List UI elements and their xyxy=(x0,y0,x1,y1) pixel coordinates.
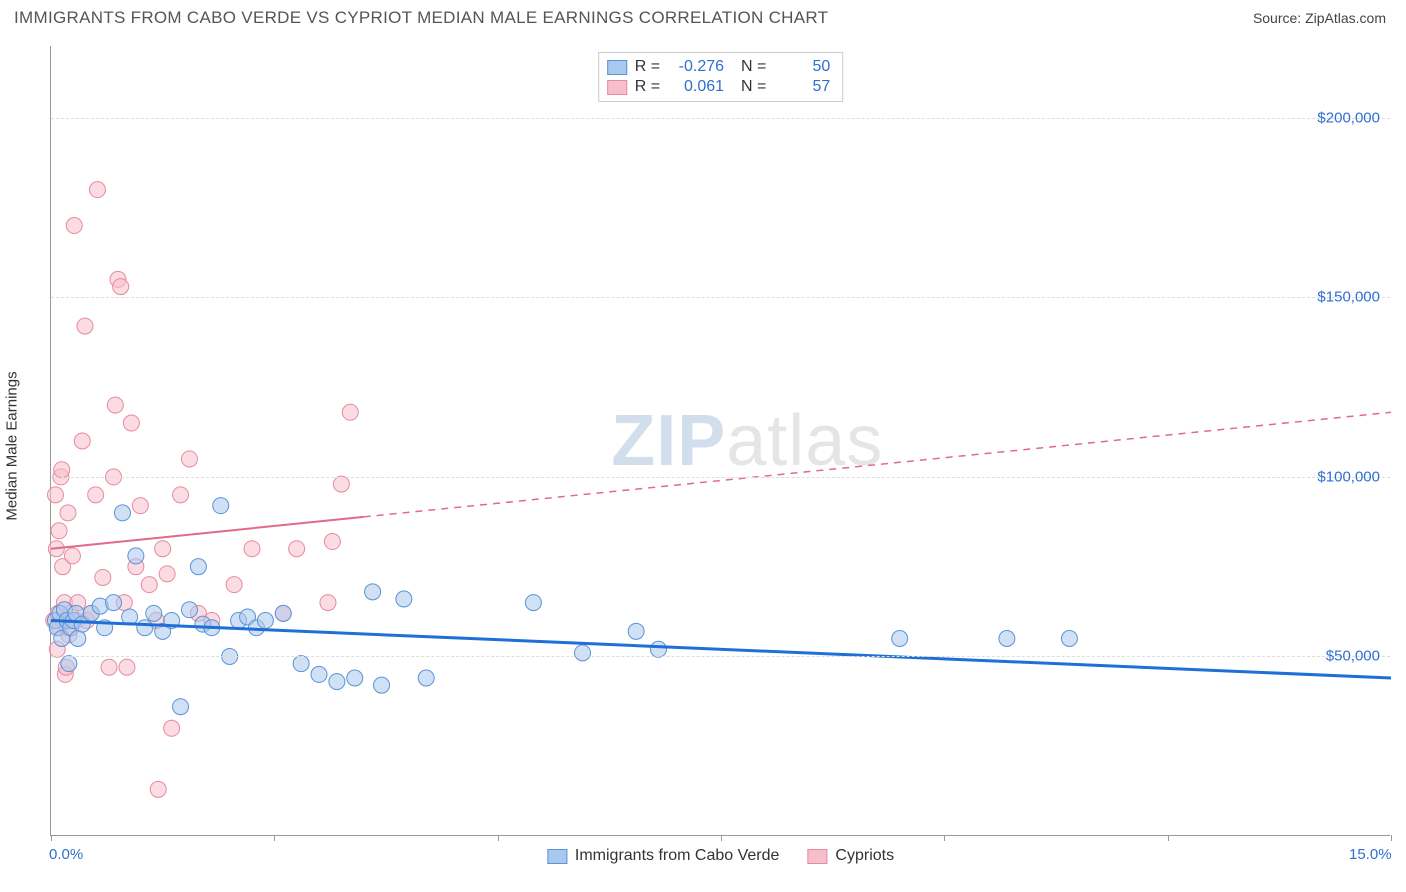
scatter-chart xyxy=(51,46,1391,836)
gridline-h xyxy=(51,118,1390,119)
plot-area: ZIPatlas R = -0.276 N = 50 R = 0.061 N =… xyxy=(50,46,1390,836)
x-tick-mark xyxy=(944,835,945,841)
gridline-h xyxy=(51,297,1390,298)
swatch-b xyxy=(807,849,827,864)
gridline-h xyxy=(51,656,1390,657)
x-tick-label: 15.0% xyxy=(1349,846,1392,863)
y-axis-label: Median Male Earnings xyxy=(4,371,21,520)
x-tick-mark xyxy=(274,835,275,841)
stats-row-series-a: R = -0.276 N = 50 xyxy=(607,57,831,77)
y-tick-label: $50,000 xyxy=(1326,648,1380,665)
y-tick-label: $100,000 xyxy=(1317,468,1380,485)
swatch-a xyxy=(547,849,567,864)
swatch-series-a xyxy=(607,60,627,75)
legend-item-a: Immigrants from Cabo Verde xyxy=(547,847,780,865)
y-tick-label: $150,000 xyxy=(1317,289,1380,306)
y-tick-label: $200,000 xyxy=(1317,109,1380,126)
title-bar: IMMIGRANTS FROM CABO VERDE VS CYPRIOT ME… xyxy=(0,0,1406,32)
gridline-h xyxy=(51,477,1390,478)
swatch-series-b xyxy=(607,80,627,95)
x-tick-label: 0.0% xyxy=(49,846,83,863)
x-tick-mark xyxy=(498,835,499,841)
bottom-legend: Immigrants from Cabo Verde Cypriots xyxy=(547,847,894,865)
x-tick-mark xyxy=(51,835,52,841)
source-label: Source: ZipAtlas.com xyxy=(1253,10,1386,26)
x-tick-mark xyxy=(1168,835,1169,841)
legend-item-b: Cypriots xyxy=(807,847,894,865)
x-tick-mark xyxy=(721,835,722,841)
stats-legend: R = -0.276 N = 50 R = 0.061 N = 57 xyxy=(598,52,844,102)
stats-row-series-b: R = 0.061 N = 57 xyxy=(607,77,831,97)
chart-title: IMMIGRANTS FROM CABO VERDE VS CYPRIOT ME… xyxy=(14,8,828,28)
x-tick-mark xyxy=(1391,835,1392,841)
